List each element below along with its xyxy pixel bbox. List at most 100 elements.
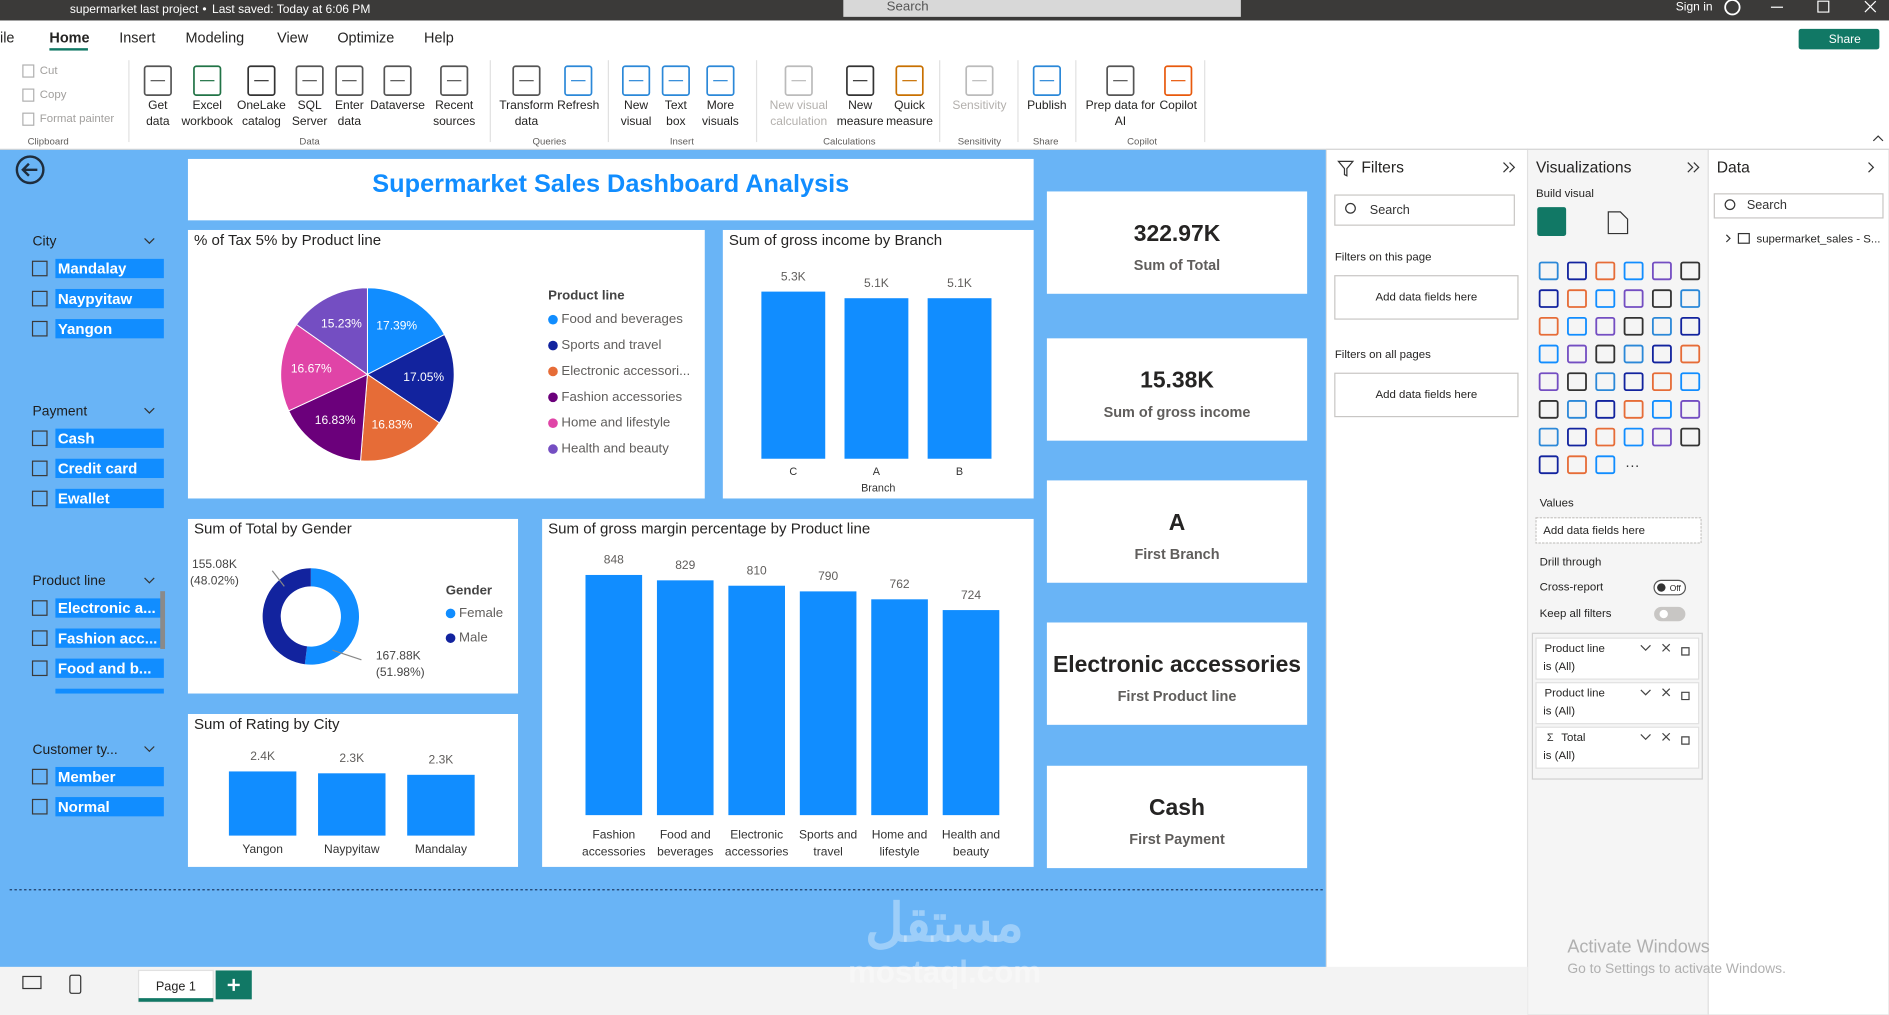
visual-type-icon[interactable] xyxy=(1538,261,1559,281)
share-button[interactable] xyxy=(1798,28,1880,50)
slicer-checkbox[interactable] xyxy=(31,290,48,307)
slicer-chevron[interactable] xyxy=(144,237,155,245)
slicer-checkbox[interactable] xyxy=(31,490,48,507)
visual-type-icon[interactable] xyxy=(1623,344,1644,364)
ribbon-button[interactable]: Transform xyxy=(499,98,553,112)
slicer-checkbox[interactable] xyxy=(31,260,48,277)
visual-type-icon[interactable] xyxy=(1567,289,1587,308)
slicer-checkbox[interactable] xyxy=(31,600,48,616)
visual-type-icon[interactable] xyxy=(1567,316,1587,336)
ribbon-button[interactable]: visual xyxy=(621,114,652,128)
visual-type-icon[interactable] xyxy=(1567,427,1587,447)
visual-type-icon[interactable] xyxy=(1595,289,1616,308)
slicer-item[interactable]: Mandalay xyxy=(58,261,127,278)
ribbon-button[interactable]: Get xyxy=(148,98,168,112)
filter-card-controls[interactable] xyxy=(1640,732,1690,745)
data-search[interactable] xyxy=(1713,193,1884,219)
mobile-view[interactable] xyxy=(69,974,82,994)
filter-card-controls[interactable] xyxy=(1640,643,1690,656)
visual-type-icon[interactable] xyxy=(1595,261,1616,281)
ribbon-button[interactable]: workbook xyxy=(180,114,233,128)
ribbon-button[interactable]: Server xyxy=(292,114,327,128)
visual-type-icon[interactable] xyxy=(1538,316,1559,336)
ribbon-tab[interactable]: Optimize xyxy=(337,30,394,46)
slicer-item[interactable]: Member xyxy=(58,769,116,786)
ribbon-button[interactable]: visuals xyxy=(702,114,739,128)
slicer-item[interactable]: Naypyitaw xyxy=(58,291,133,308)
ribbon-button[interactable]: catalog xyxy=(242,114,281,128)
visual-type-icon[interactable] xyxy=(1651,261,1672,281)
table-name[interactable]: supermarket_sales - S... xyxy=(1756,234,1880,246)
slicer-item[interactable]: Food and b... xyxy=(58,660,152,677)
visual-type-icon[interactable] xyxy=(1623,289,1644,308)
visual-type-icon[interactable] xyxy=(1538,427,1559,447)
visual-type-icon[interactable] xyxy=(1680,372,1701,392)
filter-card[interactable] xyxy=(1535,726,1700,769)
slicer-chevron[interactable] xyxy=(144,407,155,414)
visual-type-icon[interactable] xyxy=(1623,372,1644,392)
toggle[interactable] xyxy=(1654,606,1686,622)
collapse-pane[interactable] xyxy=(1687,162,1700,173)
ribbon-button[interactable]: Text xyxy=(665,98,688,112)
collapse-pane[interactable] xyxy=(1868,162,1875,173)
filter-search[interactable] xyxy=(1334,194,1515,226)
ribbon-button[interactable]: data xyxy=(338,114,362,128)
ribbon-button[interactable]: New xyxy=(624,98,648,112)
visual-type-icon[interactable] xyxy=(1538,400,1559,419)
visual-type-icon[interactable] xyxy=(1567,372,1587,392)
visual-type-icon[interactable] xyxy=(1680,400,1701,419)
ribbon-button[interactable]: Copilot xyxy=(1159,98,1197,112)
ribbon-tab[interactable]: ile xyxy=(0,30,14,46)
search-box[interactable] xyxy=(843,0,1241,17)
page-tab-label[interactable]: Page 1 xyxy=(156,980,196,994)
collapse-ribbon[interactable] xyxy=(1872,135,1884,142)
visual-type-icon[interactable] xyxy=(1538,455,1559,475)
slicer-chevron[interactable] xyxy=(144,746,155,753)
visual-type-icon[interactable] xyxy=(1623,316,1644,336)
slicer-item[interactable]: Fashion acc... xyxy=(58,630,158,647)
ribbon-button[interactable]: Excel xyxy=(192,98,221,112)
format-tab[interactable] xyxy=(1607,211,1629,235)
slicer-item[interactable]: Yangon xyxy=(58,321,112,338)
visual-type-icon[interactable] xyxy=(1595,372,1616,392)
visual-type-icon[interactable] xyxy=(1623,427,1644,447)
ribbon-button[interactable]: SQL xyxy=(298,98,322,112)
ribbon-button[interactable]: OneLake xyxy=(237,98,286,112)
ribbon-button[interactable]: Quick xyxy=(894,98,926,112)
slicer-item[interactable]: Cash xyxy=(58,430,95,447)
ribbon-button[interactable]: AI xyxy=(1115,114,1126,128)
ribbon-button[interactable]: data xyxy=(515,114,539,128)
slicer-item[interactable]: Electronic a... xyxy=(58,600,156,617)
filter-card[interactable] xyxy=(1535,682,1700,725)
visual-type-icon[interactable] xyxy=(1595,344,1616,364)
visual-type-icon[interactable] xyxy=(1651,344,1672,364)
visual-type-icon[interactable] xyxy=(1567,455,1587,475)
ribbon-button[interactable]: New visual xyxy=(770,98,828,112)
filter-card[interactable] xyxy=(1535,637,1700,680)
visual-type-icon[interactable] xyxy=(1680,289,1701,308)
ribbon-tab[interactable]: Help xyxy=(424,30,454,46)
visual-type-icon[interactable] xyxy=(1623,400,1644,419)
slicer-checkbox[interactable] xyxy=(31,660,48,677)
ribbon-button[interactable]: box xyxy=(666,114,685,128)
visual-type-icon[interactable] xyxy=(1538,289,1559,308)
slicer-checkbox[interactable] xyxy=(31,320,48,337)
ribbon-button[interactable]: Refresh xyxy=(557,98,599,112)
visual-type-icon[interactable] xyxy=(1680,316,1701,336)
more-visuals[interactable]: ··· xyxy=(1625,458,1639,474)
ribbon-button[interactable]: Recent xyxy=(435,98,474,112)
ribbon-button[interactable]: Sensitivity xyxy=(952,98,1006,112)
back-button[interactable] xyxy=(15,155,45,185)
visual-type-icon[interactable] xyxy=(1567,261,1587,281)
visual-type-icon[interactable] xyxy=(1595,316,1616,336)
ribbon-button[interactable]: measure xyxy=(837,114,884,128)
expand-chevron[interactable] xyxy=(1725,234,1731,243)
visual-type-icon[interactable] xyxy=(1595,400,1616,419)
filter-card-controls[interactable] xyxy=(1640,688,1690,701)
visual-type-icon[interactable] xyxy=(1651,372,1672,392)
ribbon-button[interactable]: Prep data for xyxy=(1086,98,1156,112)
slicer-item[interactable]: Credit card xyxy=(58,461,137,478)
visual-type-icon[interactable] xyxy=(1623,261,1644,281)
visual-type-icon[interactable] xyxy=(1680,427,1701,447)
build-visual-tab[interactable] xyxy=(1537,207,1567,236)
